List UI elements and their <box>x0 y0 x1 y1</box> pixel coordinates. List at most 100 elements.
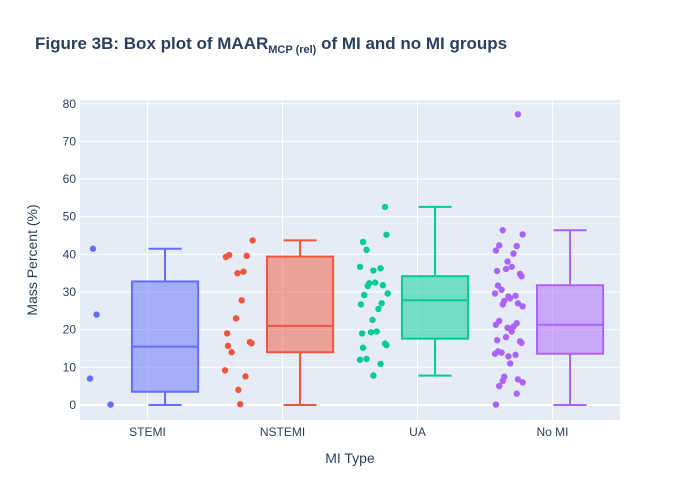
chart-title-prefix: Figure 3B: Box plot of MAAR <box>35 34 269 53</box>
data-point <box>492 321 500 328</box>
box-series <box>130 205 605 406</box>
data-point <box>363 355 370 363</box>
iqr-box <box>130 280 200 393</box>
data-point <box>238 297 245 304</box>
data-point <box>370 372 377 379</box>
data-point <box>370 267 377 274</box>
y-tick-label: 80 <box>63 97 77 111</box>
data-point <box>364 282 371 290</box>
data-point <box>506 295 514 302</box>
data-point <box>356 356 364 363</box>
data-point <box>510 250 517 257</box>
y-axis-ticks: 0 10 20 30 40 50 60 70 80 <box>63 97 77 412</box>
data-point <box>381 203 389 211</box>
x-tick-label: No MI <box>536 425 568 439</box>
data-point <box>506 360 514 367</box>
data-point <box>369 316 376 324</box>
data-point <box>518 272 525 280</box>
chart-title: Figure 3B: Box plot of MAARMCP (rel) of … <box>35 34 507 56</box>
x-tick-label: UA <box>409 425 426 439</box>
y-tick-label: 30 <box>63 285 77 299</box>
data-point <box>492 247 500 254</box>
box-stemi <box>130 247 200 406</box>
chart-title-suffix: of MI and no MI groups <box>316 34 508 53</box>
data-point <box>502 333 510 341</box>
data-point <box>363 246 370 254</box>
data-point <box>375 305 382 313</box>
data-point <box>221 367 229 374</box>
data-point <box>235 386 242 394</box>
data-point <box>504 324 511 331</box>
data-point <box>496 382 503 390</box>
data-point <box>519 303 526 310</box>
data-point <box>492 401 500 408</box>
data-point <box>228 349 235 356</box>
data-point <box>367 329 375 336</box>
data-point <box>491 350 499 357</box>
data-point <box>514 300 522 307</box>
data-point <box>86 375 94 382</box>
data-point <box>236 400 244 408</box>
data-point <box>371 279 379 286</box>
data-point <box>107 401 114 408</box>
data-point <box>498 349 505 356</box>
y-axis-title: Mass Percent (%) <box>24 204 40 315</box>
y-tick-label: 10 <box>63 360 77 374</box>
data-point <box>249 237 256 244</box>
data-point <box>222 253 230 261</box>
data-point <box>508 328 515 335</box>
y-tick-label: 60 <box>63 172 77 186</box>
iqr-box <box>535 284 605 355</box>
data-point <box>361 291 368 299</box>
y-tick-label: 50 <box>63 210 77 224</box>
data-point <box>383 341 390 349</box>
data-point <box>232 315 240 322</box>
data-point <box>379 282 387 289</box>
x-axis-ticks: STEMI NSTEMI UA No MI <box>129 425 568 439</box>
x-tick-label: NSTEMI <box>260 425 305 439</box>
data-point <box>494 282 502 289</box>
data-point <box>502 265 510 273</box>
y-tick-label: 70 <box>63 134 77 148</box>
box-ua <box>400 205 470 377</box>
data-point <box>242 373 249 380</box>
data-point <box>240 268 247 275</box>
data-point <box>499 227 506 234</box>
data-point <box>510 323 517 330</box>
data-point <box>513 242 520 250</box>
data-point <box>519 379 526 386</box>
data-point <box>514 376 522 383</box>
data-point <box>514 111 522 118</box>
data-point <box>359 344 367 351</box>
box-nstemi <box>265 239 335 406</box>
data-point <box>496 242 503 249</box>
data-point <box>493 336 501 344</box>
data-point <box>373 328 380 335</box>
data-point <box>93 311 100 318</box>
y-tick-label: 0 <box>69 398 76 412</box>
data-point <box>499 301 506 308</box>
data-point <box>357 301 365 308</box>
data-point <box>224 342 232 350</box>
data-point <box>498 286 505 293</box>
data-point <box>519 231 526 238</box>
iqr-box <box>265 255 335 354</box>
data-point <box>359 238 367 246</box>
data-point <box>234 269 241 277</box>
x-tick-label: STEMI <box>129 425 166 439</box>
data-point <box>89 245 97 252</box>
data-point <box>378 300 385 307</box>
data-point <box>383 231 390 238</box>
data-point <box>512 351 519 359</box>
box-no-mi <box>535 229 605 406</box>
data-point <box>248 340 255 347</box>
y-tick-label: 40 <box>63 247 77 261</box>
data-point <box>499 377 506 385</box>
data-point <box>508 263 515 270</box>
chart-title-subscript: MCP (rel) <box>268 44 317 56</box>
data-point <box>513 390 520 397</box>
data-points <box>86 111 526 408</box>
data-point <box>243 252 250 260</box>
data-point <box>358 330 366 337</box>
